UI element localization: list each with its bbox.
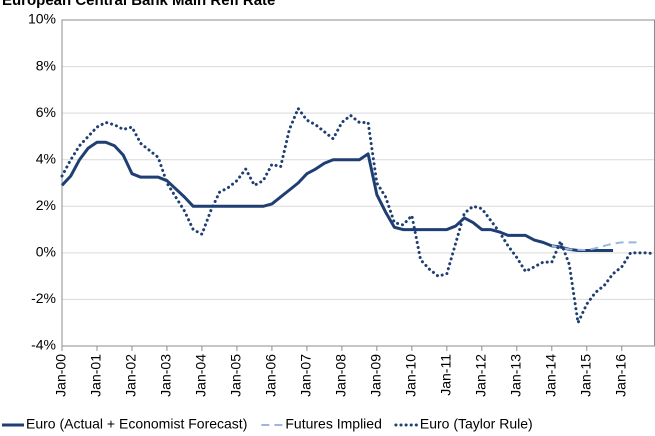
x-tick-label: Jan-02 (123, 354, 139, 397)
x-tick-label: Jan-04 (193, 354, 209, 397)
x-tick-label: Jan-14 (542, 354, 558, 397)
x-tick-label: Jan-10 (403, 354, 419, 397)
y-tick-label: -4% (31, 337, 56, 353)
legend-label: Euro (Taylor Rule) (420, 416, 533, 432)
x-tick-label: Jan-09 (368, 354, 384, 397)
x-tick-label: Jan-07 (298, 354, 314, 397)
x-tick-label: Jan-08 (333, 354, 349, 397)
y-tick-label: 4% (36, 150, 56, 166)
x-tick-label: Jan-13 (508, 354, 524, 397)
x-tick-label: Jan-12 (473, 354, 489, 397)
x-tick-label: Jan-11 (438, 354, 454, 396)
x-tick-label: Jan-00 (53, 354, 69, 397)
series-line (60, 140, 614, 253)
plot-frame (61, 19, 655, 347)
y-tick-label: 10% (28, 11, 56, 27)
y-tick-label: 8% (36, 57, 56, 73)
x-tick-label: Jan-01 (88, 354, 104, 397)
series-line (60, 106, 655, 325)
x-tick-label: Jan-15 (577, 354, 593, 397)
x-tick-label: Jan-06 (263, 354, 279, 397)
legend-label: Euro (Actual + Economist Forecast) (26, 416, 247, 432)
legend-label: Futures Implied (285, 416, 381, 432)
x-tick-label: Jan-16 (612, 354, 628, 397)
y-tick-label: -2% (31, 290, 56, 306)
y-tick-label: 6% (36, 104, 56, 120)
y-tick-label: 2% (36, 197, 56, 213)
x-tick-label: Jan-03 (158, 354, 174, 397)
chart-title: European Central Bank Main Refi Rate (2, 0, 275, 9)
legend: Euro (Actual + Economist Forecast) Future… (2, 416, 533, 432)
x-tick-label: Jan-05 (228, 354, 244, 397)
y-tick-label: 0% (36, 244, 56, 260)
series-line (551, 241, 640, 252)
